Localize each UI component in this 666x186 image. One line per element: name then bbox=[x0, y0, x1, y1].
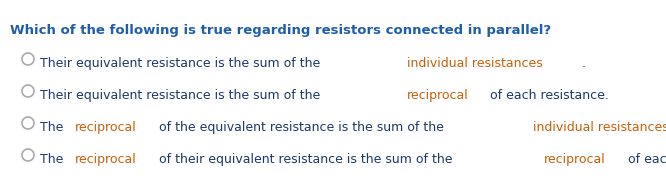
Text: The: The bbox=[40, 153, 67, 166]
Text: Which of the following is true regarding resistors connected in parallel?: Which of the following is true regarding… bbox=[10, 24, 551, 37]
Text: .: . bbox=[582, 57, 586, 70]
Text: The: The bbox=[40, 121, 67, 134]
Text: Their equivalent resistance is the sum of the: Their equivalent resistance is the sum o… bbox=[40, 89, 324, 102]
Text: of the equivalent resistance is the sum of the: of the equivalent resistance is the sum … bbox=[155, 121, 448, 134]
Text: reciprocal: reciprocal bbox=[407, 89, 468, 102]
Text: individual resistances: individual resistances bbox=[407, 57, 543, 70]
Text: reciprocal: reciprocal bbox=[544, 153, 606, 166]
Text: of each resistance.: of each resistance. bbox=[486, 89, 609, 102]
Text: reciprocal: reciprocal bbox=[75, 121, 137, 134]
Text: Their equivalent resistance is the sum of the: Their equivalent resistance is the sum o… bbox=[40, 57, 324, 70]
Text: reciprocal: reciprocal bbox=[75, 153, 137, 166]
Text: of each resistance.: of each resistance. bbox=[624, 153, 666, 166]
Text: of their equivalent resistance is the sum of the: of their equivalent resistance is the su… bbox=[155, 153, 456, 166]
Text: individual resistances: individual resistances bbox=[533, 121, 666, 134]
